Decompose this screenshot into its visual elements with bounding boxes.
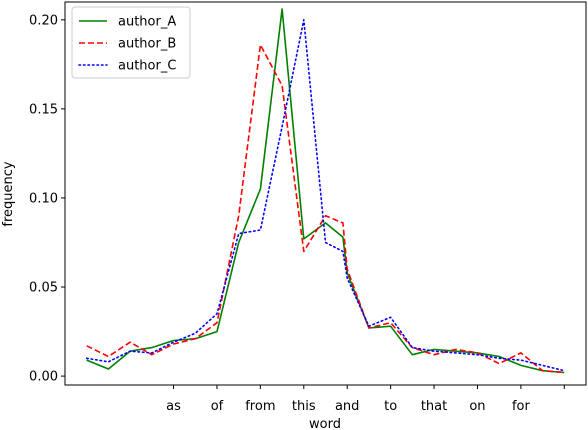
x-axis: as of from this and to that on for: [166, 385, 565, 414]
x-tick-label: this: [292, 399, 316, 414]
y-tick-label: 0.20: [29, 13, 58, 28]
legend: author_A author_B author_C: [71, 6, 191, 79]
x-tick-label: and: [335, 399, 359, 414]
y-tick-label: 0.10: [29, 191, 58, 206]
legend-box: [71, 6, 191, 79]
x-tick-label: of: [211, 399, 224, 414]
x-tick-label: for: [512, 399, 531, 414]
y-axis-label: frequency: [1, 161, 16, 227]
y-tick-label: 0.00: [29, 370, 58, 385]
y-tick-label: 0.05: [29, 281, 58, 296]
legend-label: author_C: [118, 59, 176, 74]
y-axis: 0.00 0.05 0.10 0.15 0.20: [29, 13, 65, 385]
x-tick-label: on: [469, 399, 485, 414]
y-tick-label: 0.15: [29, 102, 58, 117]
series-line-author_C: [85, 18, 566, 372]
plot-area: [85, 8, 566, 374]
x-axis-label: word: [309, 417, 341, 430]
plot-frame: [64, 1, 587, 386]
legend-label: author_B: [118, 37, 176, 52]
x-tick-label: that: [421, 399, 447, 414]
x-tick-label: from: [245, 399, 275, 414]
series-line-author_A: [86, 8, 565, 374]
x-tick-label: to: [384, 399, 397, 414]
x-tick-label: as: [166, 399, 181, 414]
legend-label: author_A: [118, 15, 176, 30]
